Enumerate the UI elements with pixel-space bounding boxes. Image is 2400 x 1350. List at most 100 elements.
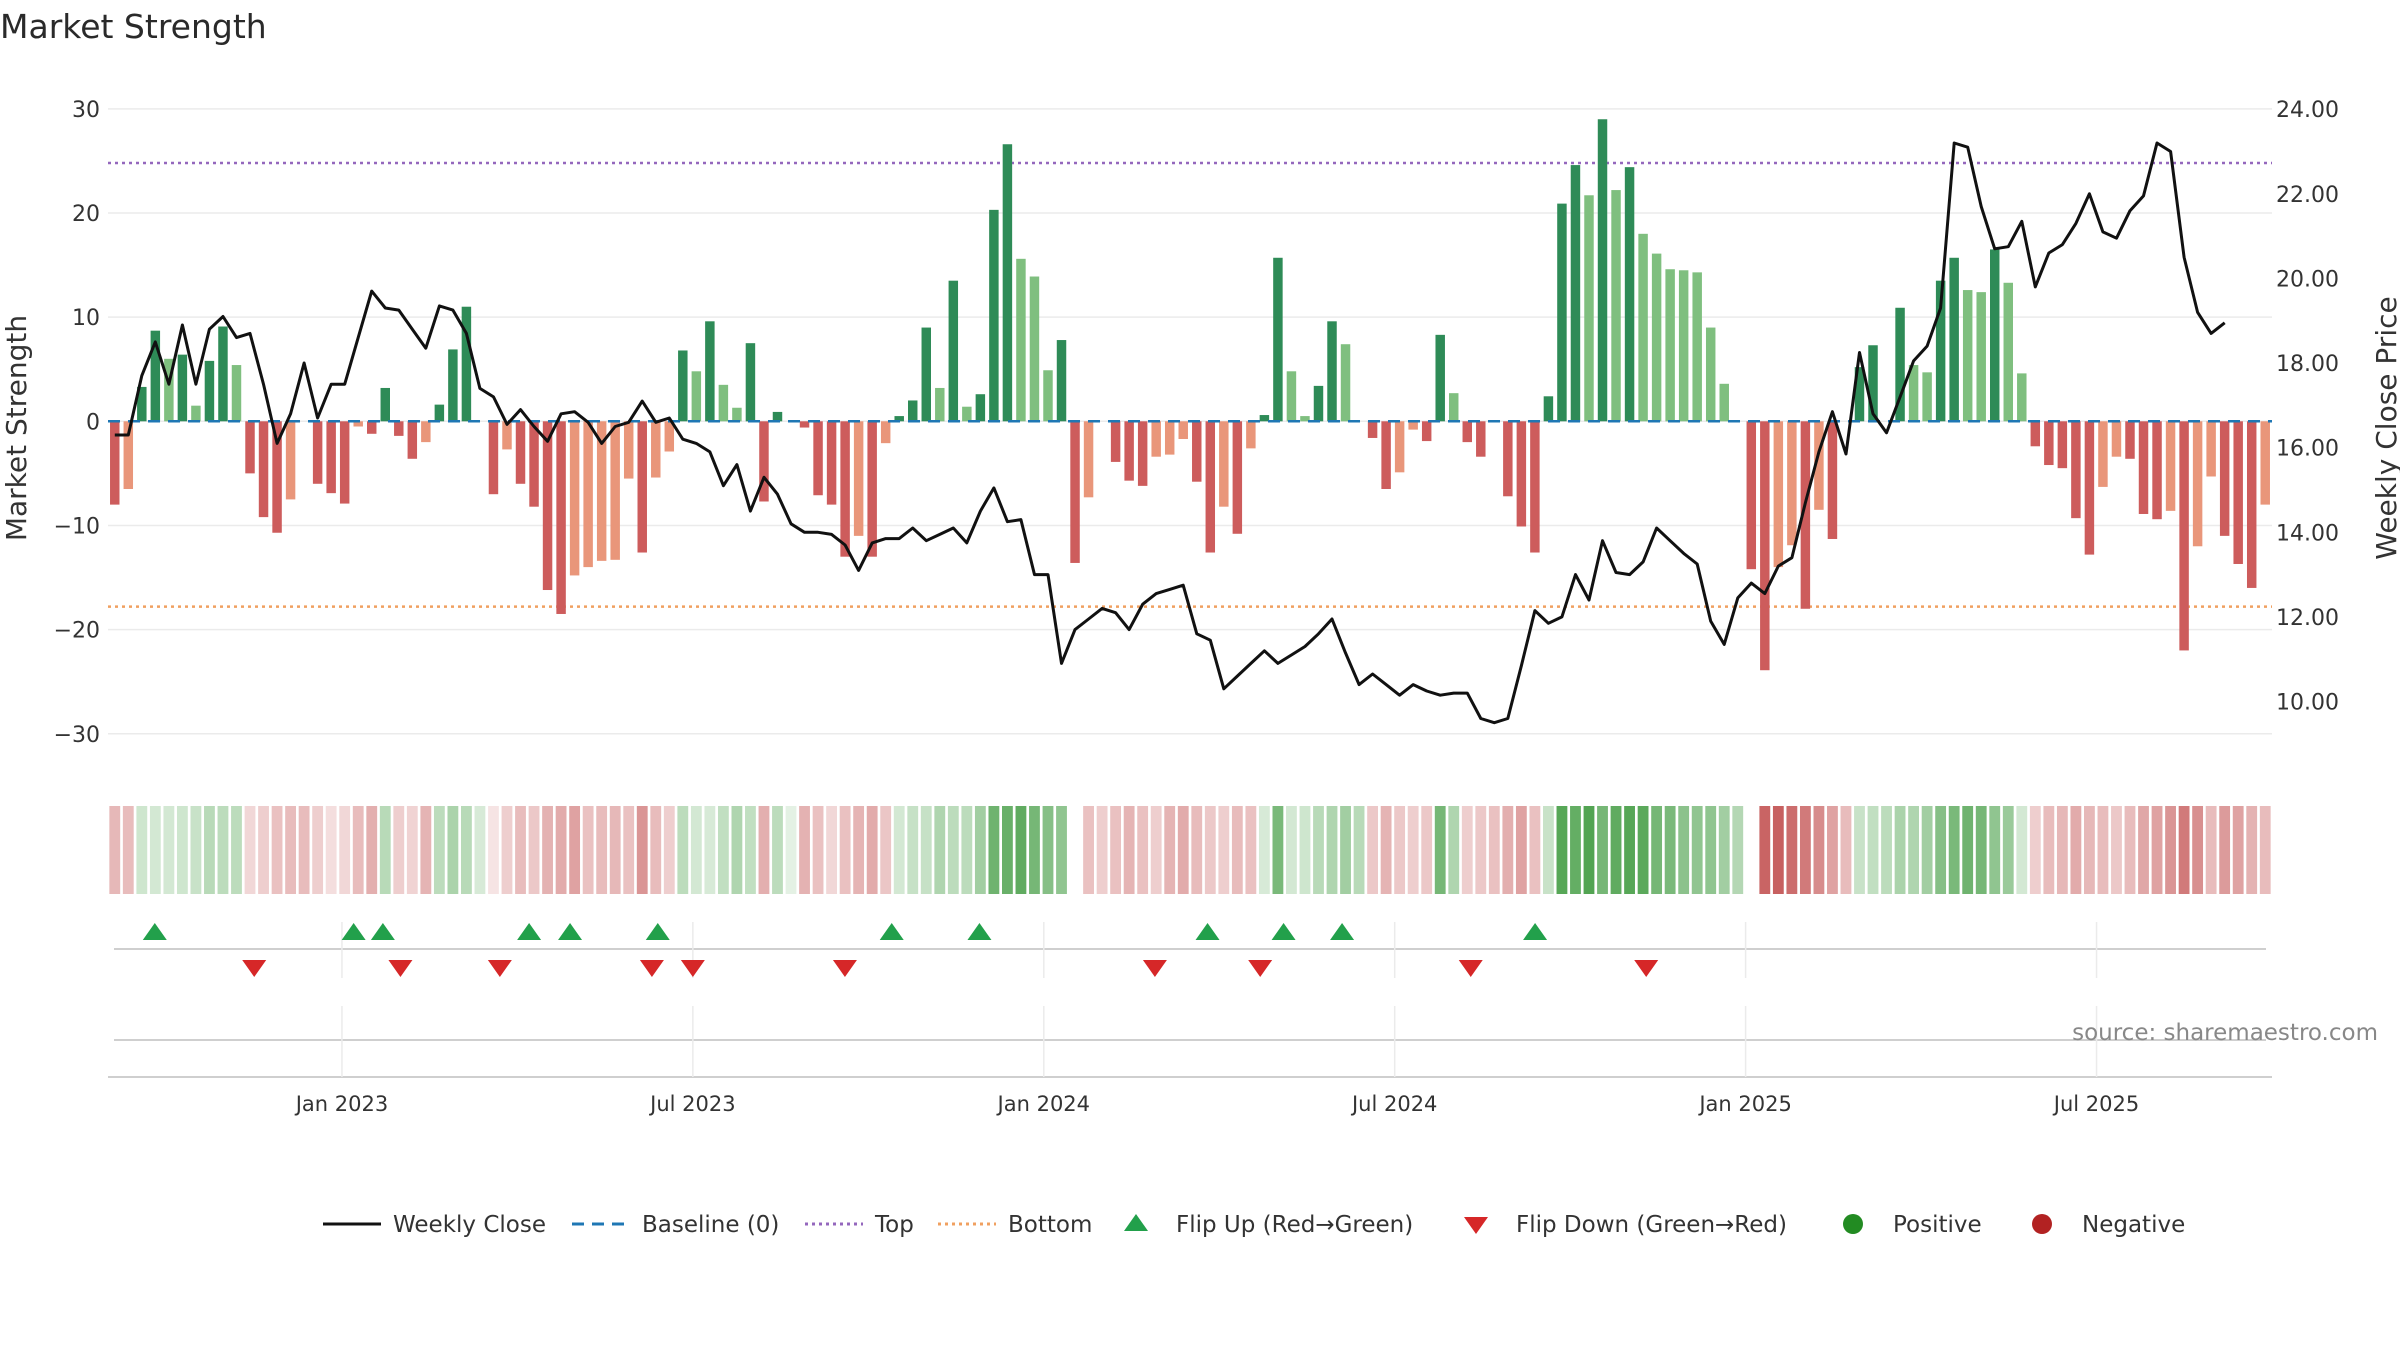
flip-down-marker [1248,960,1273,977]
strip-cell [1137,806,1149,894]
strip-cell [217,806,229,894]
strip-cell [1367,806,1378,894]
strip-cell [2219,806,2231,894]
strength-bar [380,387,390,422]
legend-label: Bottom [1008,1212,1092,1238]
strip-cell [1759,806,1771,894]
strip-cell [569,806,581,894]
strip-cell [1975,806,1987,894]
y2-tick-label: 22.00 [2276,183,2339,208]
strength-bar [1286,371,1297,422]
strength-bar [826,421,837,505]
strip-cell [1772,806,1784,894]
strength-bar [623,421,634,479]
strip-cell [1191,806,1203,894]
strip-cell [1029,806,1040,894]
strip-cell [920,806,932,894]
strip-cell [1799,806,1811,894]
strength-bar [1043,370,1053,422]
strip-cell [623,806,635,894]
legend-item: Positive [1843,1212,1982,1238]
y-tick-label: 0 [86,410,100,435]
flip-down-marker [388,960,413,977]
strip-cell [961,806,973,894]
strip-cell [758,806,770,894]
strip-cell [1353,806,1365,894]
strip-cell [1935,806,1947,894]
flip-down-marker [832,960,857,977]
strength-bar [529,421,539,507]
y-tick-label: −30 [54,723,100,748]
strip-cell [596,806,608,894]
strength-bar [894,416,904,422]
strip-cell [1502,806,1514,894]
strip-cell [1326,806,1338,894]
strip-cell [582,806,594,894]
strip-cell [663,806,675,894]
strength-bar [204,360,215,422]
strength-bar [1678,270,1689,422]
strength-heat-strip [109,806,2271,894]
strip-cell [1461,806,1473,894]
y2-tick-label: 16.00 [2276,437,2339,462]
x-tick-label: Jan 2023 [294,1092,389,1116]
strip-cell [1002,806,1013,894]
strip-cell [636,806,648,894]
strength-bar [258,421,269,518]
y2-tick-label: 10.00 [2276,691,2339,716]
strip-cell [2070,806,2082,894]
strip-cell [258,806,269,894]
strength-bar [705,321,715,422]
strength-bar [1070,421,1080,563]
strip-cell [1448,806,1460,894]
strip-cell [1177,806,1189,894]
strip-cell [1637,806,1649,894]
strip-cell [1218,806,1230,894]
strength-bar [2125,421,2135,459]
strength-bar [2084,421,2095,555]
strip-cell [1556,806,1568,894]
strength-bar [2071,421,2081,519]
strip-cell [2232,806,2244,894]
strength-bar [678,350,688,422]
y-tick-label: −20 [54,619,100,644]
legend-item: Flip Down (Green→Red) [1464,1212,1787,1238]
strength-bar [177,354,188,422]
strip-cell [1894,806,1906,894]
strip-cell [988,806,1000,894]
strength-bar [2165,421,2176,511]
flip-up-marker [1330,923,1355,940]
strength-bar [2179,421,2189,651]
strip-cell [1204,806,1216,894]
strength-bar [1597,119,1608,422]
strength-bar [272,421,282,533]
weekly-close-line [114,141,2226,725]
strength-bar [948,280,959,422]
strip-cell [474,806,486,894]
strength-bar [1029,276,1040,422]
strength-bar [448,349,458,422]
strip-cell [2151,806,2163,894]
strip-cell [109,806,121,894]
strip-cell [2178,806,2190,894]
strip-cell [609,806,621,894]
strength-bar [1273,257,1283,422]
strength-bar [651,421,661,478]
strength-bar [1408,421,1418,430]
strip-cell [1543,806,1554,894]
strength-bar [285,421,296,500]
strength-bar [1570,165,1581,422]
strength-bar [745,343,756,422]
flip-up-marker [645,923,670,940]
strip-cell [2097,806,2109,894]
strip-cell [717,806,729,894]
legend-item: Negative [2032,1212,2185,1238]
strip-cell [406,806,418,894]
strength-bar [1462,421,1472,443]
strip-cell [149,806,161,894]
strip-cell [799,806,810,894]
strip-cell [393,806,405,894]
strength-bar [1340,344,1351,422]
strength-bar [1976,292,1986,422]
